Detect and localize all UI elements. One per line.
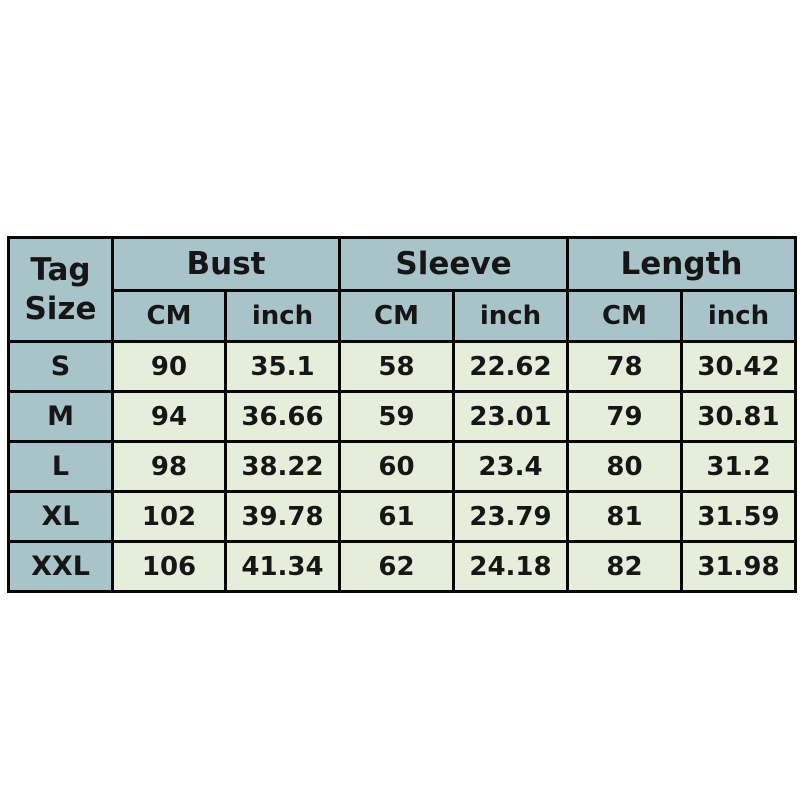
value-cell: 106 <box>111 540 227 593</box>
value-cell: 80 <box>566 440 683 493</box>
subheader-bust-cm: CM <box>111 289 227 343</box>
value-cell: 81 <box>566 490 683 543</box>
value-cell: 41.34 <box>224 540 341 593</box>
tag-size-header: Tag Size <box>7 236 114 343</box>
value-cell: 24.18 <box>452 540 569 593</box>
value-cell: 58 <box>338 340 455 393</box>
tag-size-line2: Size <box>24 290 97 327</box>
size-chart-table: Tag Size Bust Sleeve Length CM inch CM i… <box>7 236 797 593</box>
table-row-xl: XL 102 39.78 61 23.79 81 31.59 <box>7 490 797 543</box>
size-cell: M <box>7 390 114 443</box>
value-cell: 38.22 <box>224 440 341 493</box>
value-cell: 61 <box>338 490 455 543</box>
header-length: Length <box>566 236 797 292</box>
header-bust: Bust <box>111 236 341 292</box>
value-cell: 31.59 <box>680 490 797 543</box>
size-cell: XL <box>7 490 114 543</box>
subheader-sleeve-cm: CM <box>338 289 455 343</box>
subheader-bust-inch: inch <box>224 289 341 343</box>
value-cell: 35.1 <box>224 340 341 393</box>
value-cell: 98 <box>111 440 227 493</box>
value-cell: 36.66 <box>224 390 341 443</box>
table-row-s: S 90 35.1 58 22.62 78 30.42 <box>7 340 797 393</box>
value-cell: 60 <box>338 440 455 493</box>
value-cell: 22.62 <box>452 340 569 393</box>
value-cell: 30.42 <box>680 340 797 393</box>
size-cell: L <box>7 440 114 493</box>
value-cell: 94 <box>111 390 227 443</box>
header-sleeve: Sleeve <box>338 236 569 292</box>
group-header-row: Tag Size Bust Sleeve Length <box>7 236 797 343</box>
value-cell: 59 <box>338 390 455 443</box>
value-cell: 78 <box>566 340 683 393</box>
value-cell: 23.79 <box>452 490 569 543</box>
value-cell: 102 <box>111 490 227 543</box>
subheader-length-inch: inch <box>680 289 797 343</box>
value-cell: 31.2 <box>680 440 797 493</box>
size-cell: XXL <box>7 540 114 593</box>
size-cell: S <box>7 340 114 393</box>
value-cell: 90 <box>111 340 227 393</box>
value-cell: 23.4 <box>452 440 569 493</box>
table-row-l: L 98 38.22 60 23.4 80 31.2 <box>7 440 797 493</box>
subheader-length-cm: CM <box>566 289 683 343</box>
value-cell: 30.81 <box>680 390 797 443</box>
value-cell: 62 <box>338 540 455 593</box>
tag-size-line1: Tag <box>30 251 91 288</box>
unit-header-row: CM inch CM inch CM inch <box>9 289 797 343</box>
value-cell: 23.01 <box>452 390 569 443</box>
subheader-sleeve-inch: inch <box>452 289 569 343</box>
value-cell: 79 <box>566 390 683 443</box>
table-row-xxl: XXL 106 41.34 62 24.18 82 31.98 <box>7 540 797 593</box>
value-cell: 31.98 <box>680 540 797 593</box>
table-row-m: M 94 36.66 59 23.01 79 30.81 <box>7 390 797 443</box>
value-cell: 39.78 <box>224 490 341 543</box>
value-cell: 82 <box>566 540 683 593</box>
